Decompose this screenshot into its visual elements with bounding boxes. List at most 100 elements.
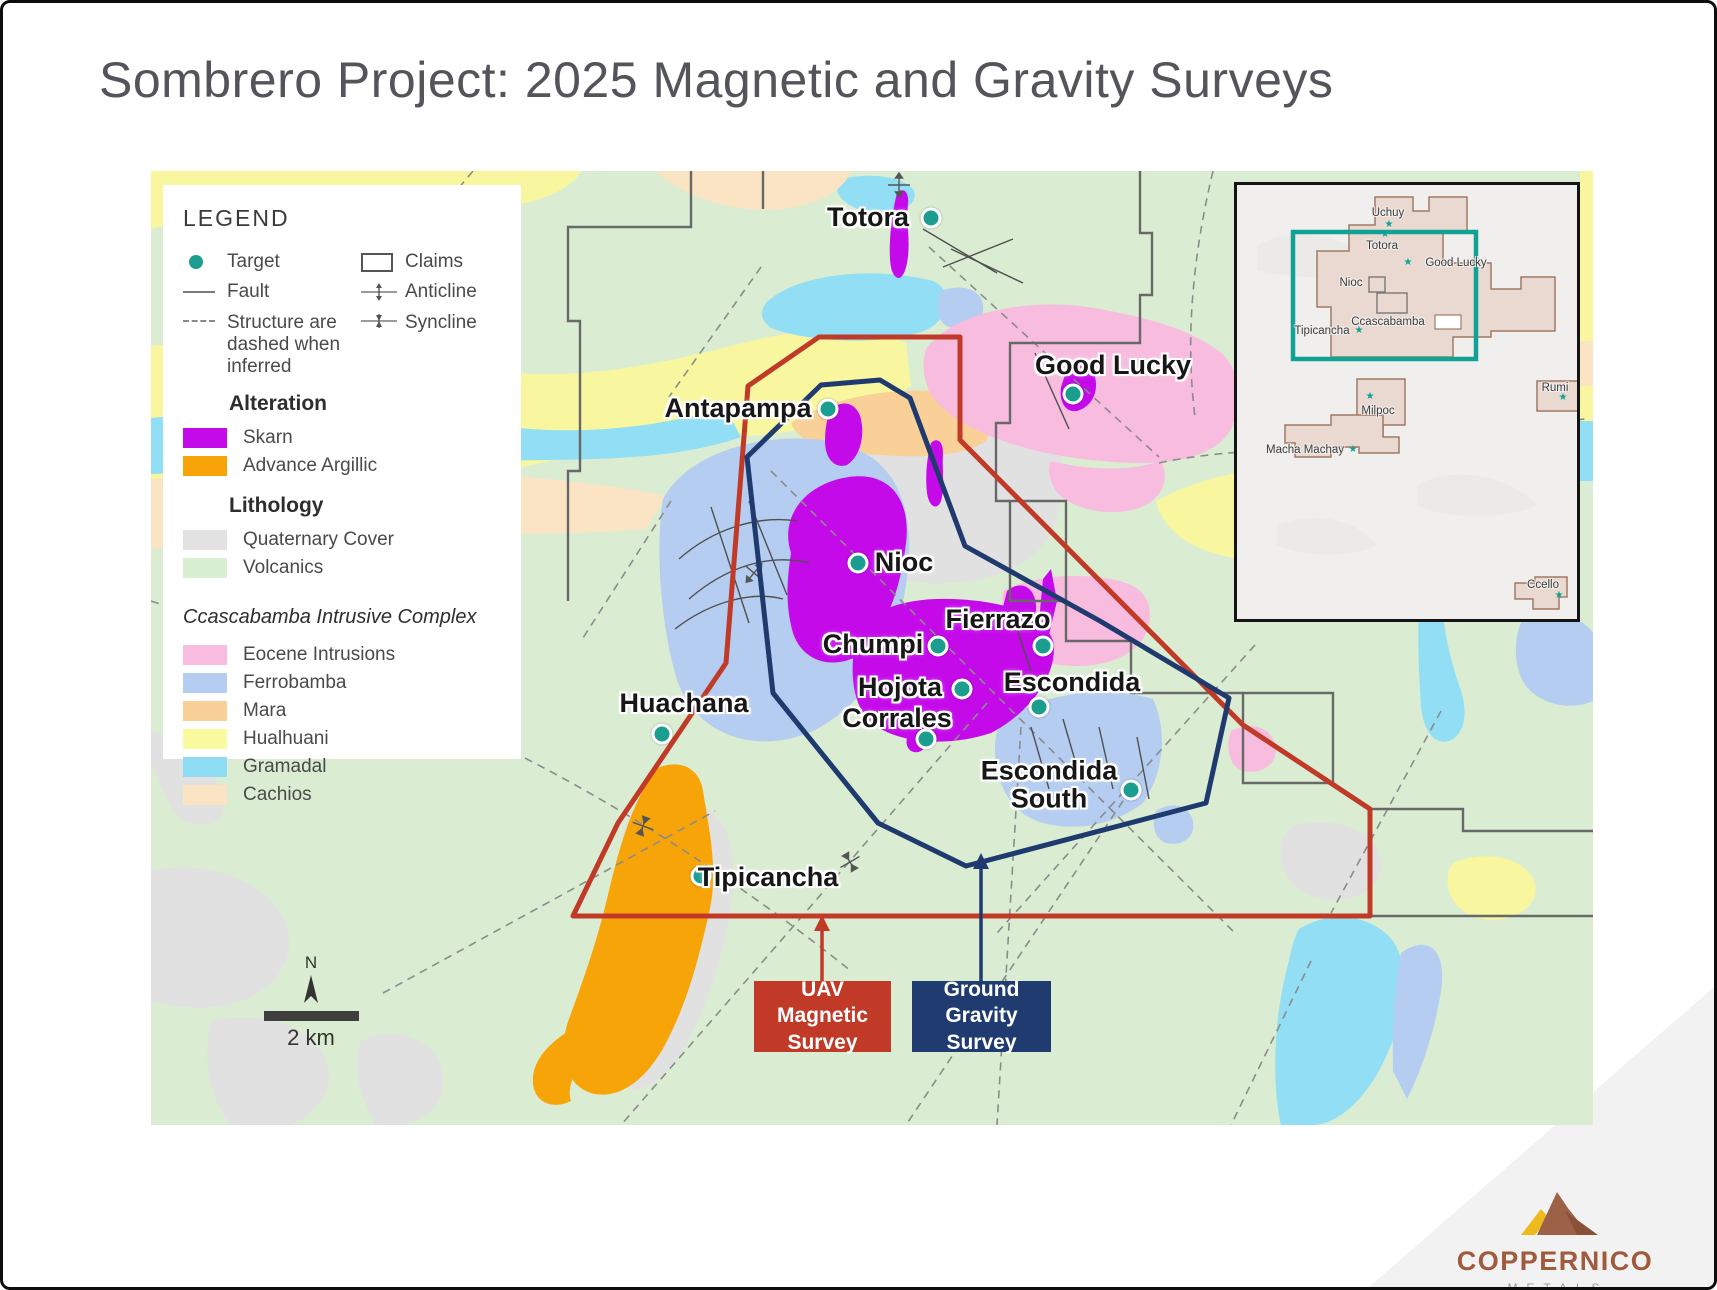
- logo-name: COPPERNICO: [1456, 1246, 1654, 1276]
- inset-label-totora: Totora: [1366, 240, 1398, 252]
- legend-item-anticline: Anticline: [361, 278, 501, 306]
- target-dot-totora: [920, 207, 942, 229]
- dashed-structure-icon: [183, 312, 227, 322]
- legend-item-target: Target: [183, 248, 361, 276]
- claims-rect-icon: [361, 252, 405, 272]
- inset-label-nioc: Nioc: [1339, 277, 1363, 289]
- inset-star-tipicancha: ★: [1354, 325, 1364, 336]
- target-label-good-lucky: Good Lucky: [1034, 349, 1192, 380]
- ground-gravity-survey-label: Ground Gravity Survey: [912, 978, 1051, 1054]
- eocene-swatch: [183, 644, 227, 665]
- north-arrow-icon: [304, 975, 318, 1003]
- inset-label-rumi: Rumi: [1541, 382, 1569, 394]
- inset-label-uchuy: Uchuy: [1371, 207, 1405, 219]
- inset-inner-claim-outlines: [1368, 276, 1408, 314]
- syncline-symbol: [840, 851, 860, 873]
- inset-star-ccello: ★: [1554, 590, 1564, 601]
- syncline-symbol: [632, 815, 654, 837]
- inset-canvas: [1237, 185, 1577, 619]
- inset-star-macha-machay: ★: [1348, 444, 1358, 455]
- inset-label-macha-machay: Macha Machay: [1266, 444, 1344, 456]
- target-dot-escondida: [1028, 696, 1050, 718]
- legend-item-eocene: Eocene Intrusions: [183, 641, 501, 669]
- target-dot-tipicancha: [690, 865, 712, 887]
- legend-item-hualhuani: Hualhuani: [183, 725, 501, 753]
- hualhuani-swatch: [183, 728, 227, 749]
- legend-item-gramadal: Gramadal: [183, 753, 501, 781]
- mountain-logo-icon: [1521, 1192, 1598, 1235]
- scale-distance: 2 km: [287, 1025, 335, 1050]
- legend-item-cachios: Cachios: [183, 781, 501, 809]
- company-logo: COPPERNICO METALS: [1441, 1185, 1669, 1290]
- cachios-swatch: [183, 784, 227, 805]
- inset-claim-polygons: [1284, 196, 1577, 610]
- inset-label-good-lucky: Good Lucky: [1425, 257, 1487, 269]
- target-dot-corrales: [915, 728, 937, 750]
- legend-item-mara: Mara: [183, 697, 501, 725]
- alteration-heading: Alteration: [229, 391, 328, 415]
- uav-magnetic-survey-outline: [570, 334, 1373, 919]
- inset-label-milpoc: Milpoc: [1361, 405, 1395, 417]
- target-label-chumpi: Chumpi: [822, 628, 924, 659]
- target-label-escondida: Escondida: [1003, 666, 1141, 697]
- logo-subtitle: METALS: [1507, 1281, 1609, 1290]
- north-label: N: [304, 953, 318, 972]
- target-label-fierrazo: Fierrazo: [945, 603, 1051, 634]
- target-label-antapampa: Antapampa: [664, 392, 812, 423]
- target-label-corrales: Corrales: [842, 702, 952, 733]
- regional-inset-map: Uchuy ★ ★ Totora ★ Good Lucky Nioc Ccasc…: [1234, 182, 1580, 622]
- advance-argillic-patch: [532, 764, 714, 1105]
- legend-panel: LEGEND Target Claims Fault: [163, 185, 521, 805]
- page-title: Sombrero Project: 2025 Magnetic and Grav…: [99, 52, 1334, 108]
- inset-white-claim: [1434, 314, 1462, 330]
- advance-argillic-swatch: [183, 455, 227, 476]
- inset-star-rumi: ★: [1558, 392, 1568, 403]
- inset-star-milpoc: ★: [1365, 391, 1375, 402]
- intrusive-complex-heading: Ccascabamba Intrusive Complex: [183, 605, 477, 628]
- anticline-symbol: [888, 171, 910, 199]
- inset-label-ccello: Ccello: [1527, 579, 1559, 591]
- uav-survey-arrow: [814, 915, 830, 981]
- gramadal-swatch: [183, 756, 227, 777]
- volcanics-swatch: [183, 557, 227, 578]
- target-dot-hojota: [951, 678, 973, 700]
- target-label-hojota: Hojota: [858, 671, 942, 702]
- gravity-survey-arrow: [973, 853, 989, 981]
- legend-item-claims: Claims: [361, 248, 501, 276]
- target-label-escondida-south: Escondida South: [980, 755, 1118, 814]
- target-dot-antapampa: [817, 398, 839, 420]
- target-label-nioc: Nioc: [874, 546, 934, 577]
- skarn-swatch: [183, 427, 227, 448]
- legend-item-structure: Structure are dashed when inferred: [183, 308, 361, 378]
- inset-extent-box: [1290, 229, 1479, 362]
- inset-label-tipicancha: Tipicancha: [1294, 325, 1350, 337]
- legend-item-syncline: Syncline: [361, 308, 501, 378]
- lithology-heading: Lithology: [229, 493, 324, 517]
- ground-gravity-survey-outline: [744, 377, 1232, 869]
- inset-label-ccascabamba: Ccascabamba: [1351, 316, 1425, 328]
- geology-map: Totora Good Lucky Antapampa Nioc Chumpi …: [151, 171, 1593, 1125]
- target-dot-icon: [183, 255, 227, 269]
- target-dot-good-lucky: [1062, 383, 1084, 405]
- inferred-structures: [151, 171, 1586, 1125]
- legend-item-volcanics: Volcanics: [183, 554, 501, 582]
- legend-item-advance-argillic: Advance Argillic: [183, 452, 501, 480]
- target-label-tipicancha: Tipicancha: [697, 861, 839, 892]
- inset-star-uchuy: ★: [1384, 219, 1394, 230]
- mara-swatch: [183, 700, 227, 721]
- anticline-icon: [361, 283, 405, 301]
- legend-item-skarn: Skarn: [183, 424, 501, 452]
- scale-bar: N 2 km: [251, 953, 371, 1051]
- legend-item-ferrobamba: Ferrobamba: [183, 669, 501, 697]
- ferrobamba-swatch: [183, 672, 227, 693]
- target-dot-fierrazo: [1032, 635, 1054, 657]
- quaternary-swatch: [183, 529, 227, 550]
- target-dot-escondida-south: [1120, 779, 1142, 801]
- syncline-icon: [361, 312, 405, 330]
- target-dot-huachana: [651, 723, 673, 745]
- legend-item-quaternary: Quaternary Cover: [183, 526, 501, 554]
- inset-star-totora: ★: [1380, 229, 1390, 240]
- target-dot-nioc: [847, 552, 869, 574]
- claim-boundaries: [566, 171, 1593, 918]
